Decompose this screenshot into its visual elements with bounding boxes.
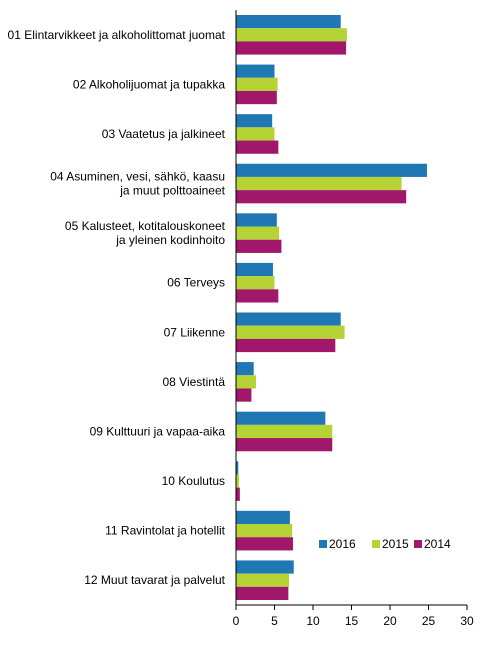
bar-2016-8: [236, 362, 254, 376]
category-label: 06 Terveys: [167, 276, 225, 290]
bar-2015-6: [236, 276, 275, 290]
category-label-line: 05 Kalusteet, kotitalouskoneet: [65, 219, 226, 233]
bar-2016-1: [236, 14, 341, 29]
category-label: 12 Muut tavarat ja palvelut: [84, 573, 225, 587]
bar-2014-10: [236, 487, 240, 501]
category-label-line: 07 Liikenne: [164, 325, 226, 339]
category-label: 01 Elintarvikkeet ja alkoholittomat juom…: [8, 28, 226, 42]
bar-2014-7: [236, 338, 336, 353]
x-axis-ticks: 0 5 10 15 20 25 30: [233, 605, 474, 628]
x-tick-label: 15: [345, 614, 359, 628]
bar-2016-3: [236, 114, 273, 128]
bar-2016-12: [236, 560, 294, 574]
legend-label-2015: 2015: [382, 537, 409, 551]
bar-2016-10: [236, 461, 239, 475]
category-label: 05 Kalusteet, kotitalouskoneet ja yleinen…: [65, 219, 226, 247]
x-tick-label: 25: [422, 614, 436, 628]
x-tick-label: 30: [460, 614, 474, 628]
bar-2015-8: [236, 375, 257, 389]
legend: 2016 2015 2014: [319, 537, 451, 551]
category-label-line: 04 Asuminen, vesi, sähkö, kaasu: [50, 170, 225, 184]
legend-swatch-2016: [319, 540, 327, 548]
category-label: 08 Viestintä: [163, 375, 226, 389]
bar-2014-4: [236, 190, 407, 204]
category-label: 09 Kulttuuri ja vapaa-aika: [90, 424, 226, 438]
bar-2014-8: [236, 388, 252, 402]
category-label-line: 08 Viestintä: [163, 375, 226, 389]
bar-2015-10: [236, 474, 240, 488]
bar-2015-9: [236, 424, 333, 439]
x-tick-label: 10: [306, 614, 320, 628]
category-label-line: 02 Alkoholijuomat ja tupakka: [73, 77, 225, 91]
category-label-line: 10 Koulutus: [162, 474, 225, 488]
bar-2015-12: [236, 573, 290, 587]
bar-2015-11: [236, 524, 293, 538]
bar-2014-5: [236, 239, 282, 253]
category-label-line: 01 Elintarvikkeet ja alkoholittomat juom…: [8, 28, 226, 42]
bar-2016-5: [236, 213, 277, 227]
bar-2016-9: [236, 411, 326, 425]
x-tick-label: 20: [383, 614, 397, 628]
bar-2014-3: [236, 140, 279, 154]
bar-2016-6: [236, 262, 273, 277]
bar-2014-1: [236, 41, 347, 55]
category-label: 10 Koulutus: [162, 474, 225, 488]
bar-2014-11: [236, 537, 293, 551]
category-label: 04 Asuminen, vesi, sähkö, kaasu ja muut p…: [50, 170, 225, 198]
bar-2014-12: [236, 586, 289, 601]
category-label: 11 Ravintolat ja hotellit: [105, 524, 226, 538]
bar-2015-3: [236, 127, 275, 141]
bar-2016-4: [236, 163, 427, 177]
bar-2015-7: [236, 325, 345, 339]
category-label-line: ja muut polttoaineet: [119, 184, 225, 198]
bar-2015-5: [236, 226, 280, 240]
category-label-line: 03 Vaatetus ja jalkineet: [102, 127, 226, 141]
bar-2014-2: [236, 90, 277, 105]
category-label: 07 Liikenne: [164, 325, 226, 339]
bar-2016-7: [236, 312, 341, 326]
category-label-line: ja yleinen kodinhoito: [115, 233, 225, 247]
bar-2016-2: [236, 64, 275, 78]
bar-2015-4: [236, 176, 402, 191]
category-label: 02 Alkoholijuomat ja tupakka: [73, 77, 225, 91]
category-label: 03 Vaatetus ja jalkineet: [102, 127, 226, 141]
bar-2014-9: [236, 438, 333, 452]
bar-2015-2: [236, 77, 278, 91]
bar-2016-11: [236, 510, 290, 525]
legend-label-2016: 2016: [329, 537, 356, 551]
category-label-line: 06 Terveys: [167, 276, 225, 290]
legend-label-2014: 2014: [424, 537, 451, 551]
x-tick-label: 0: [233, 614, 240, 628]
category-label-line: 11 Ravintolat ja hotellit: [105, 524, 226, 538]
category-label-line: 12 Muut tavarat ja palvelut: [84, 573, 225, 587]
legend-swatch-2015: [372, 540, 380, 548]
bar-2014-6: [236, 289, 279, 303]
legend-swatch-2014: [414, 540, 422, 548]
category-labels: 01 Elintarvikkeet ja alkoholittomat juom…: [8, 28, 226, 587]
x-tick-label: 5: [271, 614, 278, 628]
bar-2015-1: [236, 28, 347, 42]
bars-group: [236, 14, 427, 601]
category-label-line: 09 Kulttuuri ja vapaa-aika: [90, 424, 226, 438]
